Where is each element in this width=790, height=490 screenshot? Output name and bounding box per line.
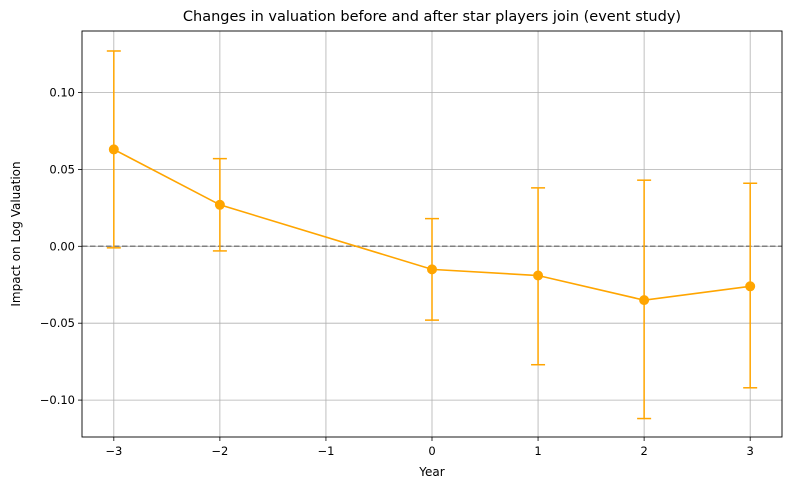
x-tick-label: −3 xyxy=(105,444,122,458)
axis-ticks: −3 −2 −1 0 1 2 3 −0.10 −0.05 0.00 0.05 0.10 xyxy=(40,86,754,458)
y-axis-label: Impact on Log Valuation xyxy=(9,161,23,306)
y-tick-label: 0.00 xyxy=(49,239,75,253)
x-tick-label: 0 xyxy=(428,444,435,458)
data-point xyxy=(745,281,756,292)
data-point xyxy=(214,199,225,210)
x-tick-label: 1 xyxy=(534,444,541,458)
data-point xyxy=(533,270,544,281)
y-tick-label: 0.10 xyxy=(49,86,75,100)
data-point xyxy=(426,264,437,275)
series-line xyxy=(113,148,751,301)
x-tick-label: −1 xyxy=(317,444,334,458)
x-tick-label: 2 xyxy=(640,444,647,458)
y-tick-label: 0.05 xyxy=(49,162,75,176)
data-point xyxy=(639,295,650,306)
x-tick-label: 3 xyxy=(747,444,754,458)
x-tick-label: −2 xyxy=(211,444,228,458)
x-axis-label: Year xyxy=(418,465,444,479)
data-point xyxy=(108,144,119,155)
y-tick-label: −0.10 xyxy=(40,393,75,407)
y-tick-label: −0.05 xyxy=(40,316,75,330)
chart-title: Changes in valuation before and after st… xyxy=(183,9,681,25)
data-series xyxy=(106,50,758,420)
